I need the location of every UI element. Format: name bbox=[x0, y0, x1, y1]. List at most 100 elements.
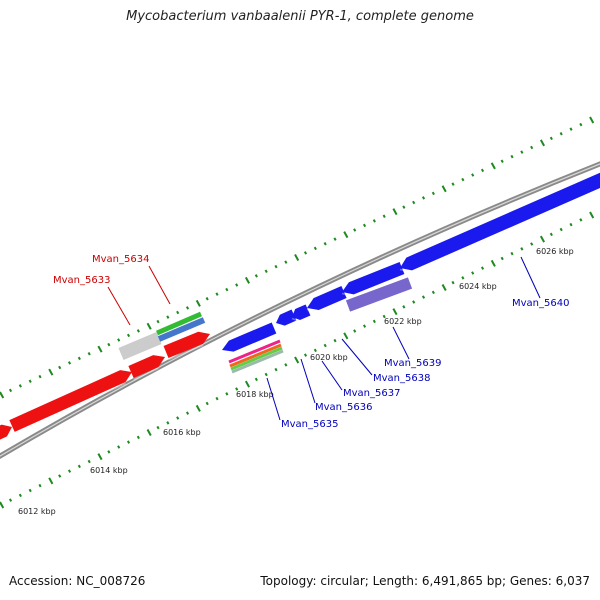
upper-tick-row-tick bbox=[18, 384, 22, 388]
upper-tick-row-tick bbox=[490, 162, 496, 170]
upper-tick-row-tick bbox=[67, 361, 72, 365]
lower-tick-row-tick bbox=[166, 421, 170, 425]
upper-tick-row-tick bbox=[313, 246, 317, 251]
gene-label-Mvan_5633: Mvan_5633 bbox=[53, 275, 110, 286]
lower-tick-row-tick bbox=[126, 440, 131, 444]
lower-tick-row-tick bbox=[353, 329, 357, 333]
lower-tick-row-tick bbox=[520, 247, 524, 251]
upper-tick-row-tick bbox=[569, 127, 573, 131]
upper-tick-row-tick bbox=[87, 352, 91, 356]
lower-tick-row-tick bbox=[67, 469, 72, 473]
upper-tick-row-tick bbox=[303, 251, 308, 255]
lower-tick-row-tick bbox=[244, 380, 251, 388]
gene-unnamed-forward bbox=[128, 355, 165, 381]
upper-tick-row-tick bbox=[284, 260, 288, 264]
gene-label-Mvan_5635: Mvan_5635 bbox=[281, 419, 338, 430]
gene-Mvan_5635-shine bbox=[221, 350, 234, 354]
gene-layer bbox=[0, 172, 600, 442]
lower-tick-row-tick bbox=[274, 367, 278, 372]
upper-tick-row-tick bbox=[205, 297, 209, 301]
upper-tick-row-tick bbox=[471, 173, 475, 177]
leader-line-Mvan_5639 bbox=[392, 326, 410, 360]
annotation-bar-grey bbox=[118, 332, 162, 360]
tick-layer bbox=[0, 116, 595, 509]
tick-label-6024: 6024 kbp bbox=[459, 282, 497, 291]
gene-label-Mvan_5640: Mvan_5640 bbox=[512, 298, 569, 309]
gene-Mvan_5639 bbox=[341, 261, 405, 297]
annotation-bar-purple bbox=[345, 277, 413, 312]
lower-tick-row-tick bbox=[451, 280, 455, 285]
lower-tick-row-tick bbox=[58, 474, 62, 478]
upper-tick-row-tick bbox=[156, 319, 160, 324]
leader-line-Mvan_5634 bbox=[148, 265, 171, 305]
lower-tick-row-tick bbox=[372, 319, 376, 324]
upper-tick-row-tick bbox=[254, 274, 258, 278]
lower-tick-row-tick bbox=[225, 392, 229, 396]
gene-Mvan_5634 bbox=[163, 331, 210, 361]
upper-tick-row-tick bbox=[215, 292, 219, 296]
upper-tick-row-tick bbox=[244, 276, 251, 284]
lower-tick-row-tick bbox=[97, 453, 103, 461]
lower-tick-row-tick bbox=[362, 324, 367, 328]
lower-tick-row-tick bbox=[431, 290, 435, 295]
leader-line-Mvan_5636 bbox=[300, 358, 316, 404]
upper-tick-row-tick bbox=[126, 333, 131, 338]
gene-label-Mvan_5638: Mvan_5638 bbox=[373, 373, 430, 384]
lower-tick-row-tick bbox=[549, 232, 553, 237]
lower-tick-row-tick bbox=[490, 259, 496, 267]
lower-tick-row-tick bbox=[77, 464, 81, 469]
upper-tick-row-tick bbox=[107, 342, 111, 347]
backbone-highlight bbox=[0, 163, 600, 457]
lower-tick-row-tick bbox=[185, 411, 190, 415]
lower-tick-row-tick bbox=[510, 251, 514, 256]
lower-tick-row-tick bbox=[392, 308, 398, 316]
gene-label-Mvan_5637: Mvan_5637 bbox=[343, 388, 400, 399]
lower-tick-row-tick bbox=[471, 271, 475, 275]
lower-tick-row-tick bbox=[559, 227, 563, 232]
lower-tick-row-tick bbox=[441, 284, 447, 291]
lower-tick-row-tick bbox=[382, 314, 386, 319]
upper-tick-row-tick bbox=[500, 159, 504, 163]
gene-label-Mvan_5639: Mvan_5639 bbox=[384, 358, 441, 369]
upper-tick-row-tick bbox=[176, 310, 180, 315]
leader-line-Mvan_5638 bbox=[341, 338, 373, 376]
upper-tick-row-tick bbox=[392, 208, 398, 216]
upper-tick-row-tick bbox=[421, 196, 426, 200]
upper-tick-row-tick bbox=[48, 368, 54, 376]
lower-tick-row-tick bbox=[539, 235, 546, 243]
upper-tick-row-tick bbox=[549, 136, 553, 141]
upper-tick-row-tick bbox=[353, 228, 357, 232]
lower-tick-row-tick bbox=[195, 404, 201, 412]
upper-tick-row-tick bbox=[225, 287, 229, 292]
lower-tick-row-tick bbox=[500, 256, 504, 261]
lower-tick-row-tick bbox=[421, 295, 426, 299]
lower-tick-row-tick bbox=[579, 218, 583, 222]
upper-tick-row-tick bbox=[510, 154, 514, 159]
lower-tick-row-tick bbox=[38, 483, 42, 488]
annotation-bar-green bbox=[156, 311, 202, 336]
upper-tick-row-tick bbox=[343, 231, 349, 239]
summary-text: Topology: circular; Length: 6,491,865 bp… bbox=[260, 574, 590, 588]
gene-Mvan_5640-shine bbox=[399, 268, 413, 273]
upper-tick-row-tick bbox=[97, 345, 103, 353]
gene-label-Mvan_5634: Mvan_5634 bbox=[92, 254, 149, 265]
upper-tick-row-tick bbox=[323, 242, 327, 246]
gene-Mvan_5635-body bbox=[222, 322, 277, 352]
lower-tick-row-tick bbox=[480, 266, 485, 270]
gene-Mvan_5637-body bbox=[292, 304, 311, 321]
gene-Mvan_5636-shine bbox=[275, 323, 285, 328]
upper-tick-row-tick bbox=[0, 391, 5, 399]
upper-tick-row-tick bbox=[579, 122, 583, 127]
lower-tick-row-tick bbox=[254, 377, 258, 382]
leader-line-Mvan_5640 bbox=[520, 256, 541, 299]
gene-Mvan_5634-shine bbox=[168, 344, 204, 361]
lower-tick-row-tick bbox=[156, 425, 160, 430]
gene-Mvan_5634-body bbox=[163, 331, 210, 359]
lower-tick-row-tick bbox=[303, 353, 308, 357]
lower-tick-row-tick bbox=[264, 372, 268, 377]
upper-tick-row-tick bbox=[559, 132, 563, 136]
lower-tick-row-tick bbox=[87, 459, 91, 464]
lower-tick-row-tick bbox=[28, 488, 32, 493]
upper-tick-row-tick bbox=[431, 191, 435, 196]
backbone-layer bbox=[0, 161, 600, 460]
